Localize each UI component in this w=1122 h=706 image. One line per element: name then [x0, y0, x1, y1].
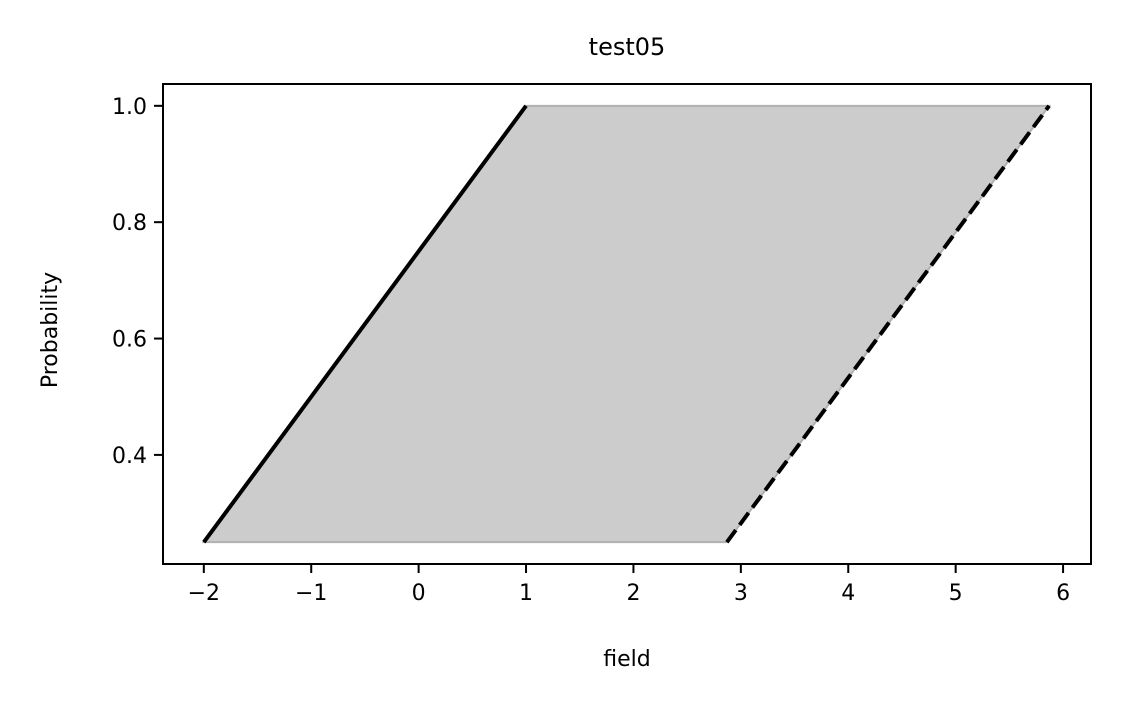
x-tick-label: 1 — [519, 581, 533, 606]
x-tick-label: 4 — [841, 581, 855, 606]
x-tick-label: 6 — [1056, 581, 1070, 606]
y-axis-label: Probability — [38, 272, 63, 388]
x-tick-label: 0 — [412, 581, 426, 606]
axes: −2 −1 0 1 2 3 4 5 6 0.4 0.6 0.8 1.0 — [112, 83, 1092, 606]
x-tick-label: 2 — [626, 581, 640, 606]
dashed-line — [725, 104, 1051, 544]
x-tick-label: −2 — [188, 581, 220, 606]
y-tick-label: 0.6 — [112, 328, 147, 353]
y-tick-label: 0.8 — [112, 211, 147, 236]
y-tick-label: 1.0 — [112, 95, 147, 120]
fill-region — [201, 104, 1052, 544]
solid-line — [202, 104, 528, 544]
x-tick-label: −1 — [295, 581, 327, 606]
axes-frame — [162, 83, 1092, 565]
x-axis-label: field — [603, 647, 650, 672]
x-tick-label: 5 — [949, 581, 963, 606]
chart-title: test05 — [589, 33, 666, 61]
x-tick-label: 3 — [734, 581, 748, 606]
plot-area — [201, 104, 1052, 544]
y-tick-label: 0.4 — [112, 444, 147, 469]
